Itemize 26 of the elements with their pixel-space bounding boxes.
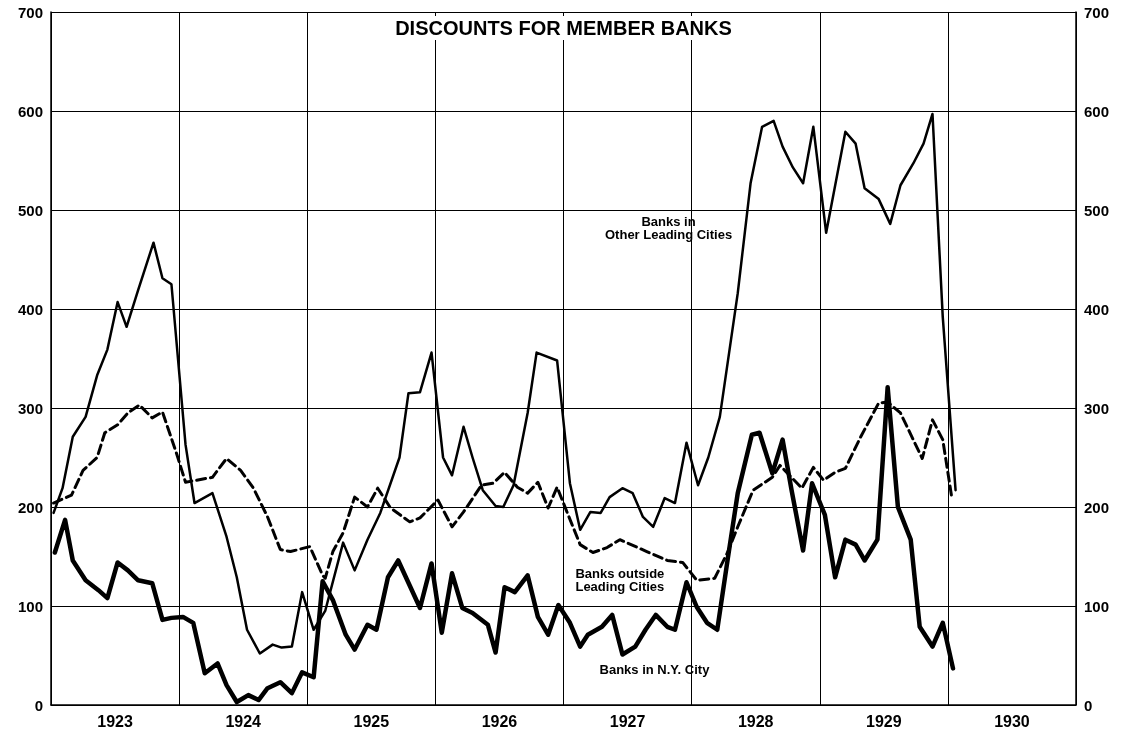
x-tick-label: 1929 xyxy=(866,712,902,730)
y2-tick-label: 500 xyxy=(1084,201,1110,219)
y2-tick-label: 300 xyxy=(1084,399,1110,417)
chart-title: DISCOUNTS FOR MEMBER BANKS xyxy=(395,17,732,39)
y-tick-label: 200 xyxy=(17,498,43,516)
y2-tick-label: 0 xyxy=(1084,696,1093,714)
x-tick-label: 1925 xyxy=(353,712,390,730)
x-tick-label: 1927 xyxy=(609,712,646,730)
y2-tick-label: 200 xyxy=(1084,498,1110,516)
y2-tick-label: 400 xyxy=(1084,300,1110,318)
x-tick-label: 1926 xyxy=(481,712,518,730)
y2-tick-label: 700 xyxy=(1084,3,1110,21)
series-label: Banks outside Leading Cities xyxy=(575,566,665,595)
y-tick-label: 500 xyxy=(17,201,43,219)
x-tick-label: 1923 xyxy=(97,712,133,730)
y-tick-label: 600 xyxy=(17,102,43,120)
y-tick-label: 700 xyxy=(17,3,43,21)
y-tick-label: 300 xyxy=(17,399,43,417)
y-tick-label: 100 xyxy=(17,597,43,615)
y2-tick-label: 100 xyxy=(1084,597,1110,615)
x-tick-label: 1928 xyxy=(737,712,774,730)
y2-tick-label: 600 xyxy=(1084,102,1110,120)
y-tick-label: 400 xyxy=(17,300,43,318)
x-tick-label: 1924 xyxy=(225,712,262,730)
x-tick-label: 1930 xyxy=(994,712,1030,730)
y-tick-label: 0 xyxy=(34,696,43,714)
